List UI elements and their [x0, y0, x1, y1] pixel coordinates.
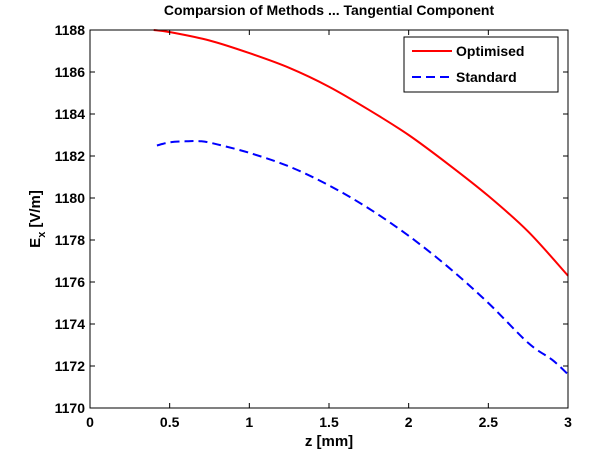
- legend-label-standard: Standard: [456, 69, 517, 85]
- y-tick-label: 1188: [55, 22, 86, 38]
- series-line-standard: [156, 140, 569, 376]
- y-tick-label: 1180: [55, 190, 86, 206]
- legend-label-optimised: Optimised: [456, 43, 524, 59]
- x-tick-label: 1.5: [319, 414, 339, 430]
- y-tick-label: 1184: [55, 106, 86, 122]
- y-axis-label-subscript: x: [36, 231, 48, 238]
- y-axis-label-unit: [V/m]: [27, 190, 44, 228]
- y-tick-label: 1186: [55, 64, 86, 80]
- y-axis: 1170 1172 1174 1176 1178 1180 1182 1184 1186 1188: [55, 22, 568, 416]
- x-tick-label: 2.5: [479, 414, 499, 430]
- series-line-optimised: [153, 29, 569, 277]
- legend: Optimised Standard: [403, 36, 559, 93]
- x-axis: 0 0.5 1 1.5 2 2.5 3: [86, 30, 572, 430]
- plot-marks: [153, 29, 569, 376]
- x-tick-label: 1: [245, 414, 253, 430]
- y-axis-label: Ex [V/m]: [27, 190, 48, 248]
- x-tick-label: 3: [564, 414, 572, 430]
- x-tick-label: 0: [86, 414, 94, 430]
- legend-box: [403, 36, 559, 93]
- y-tick-label: 1182: [55, 148, 86, 164]
- y-tick-label: 1170: [55, 400, 86, 416]
- y-tick-label: 1178: [55, 232, 86, 248]
- y-axis-label-main: E: [27, 238, 44, 248]
- x-tick-label: 2: [405, 414, 413, 430]
- chart-title: Comparsion of Methods ... Tangential Com…: [164, 2, 495, 18]
- x-axis-label: z [mm]: [305, 433, 353, 450]
- x-tick-label: 0.5: [160, 414, 180, 430]
- y-tick-label: 1172: [55, 358, 86, 374]
- y-tick-label: 1174: [55, 316, 86, 332]
- y-tick-label: 1176: [55, 274, 86, 290]
